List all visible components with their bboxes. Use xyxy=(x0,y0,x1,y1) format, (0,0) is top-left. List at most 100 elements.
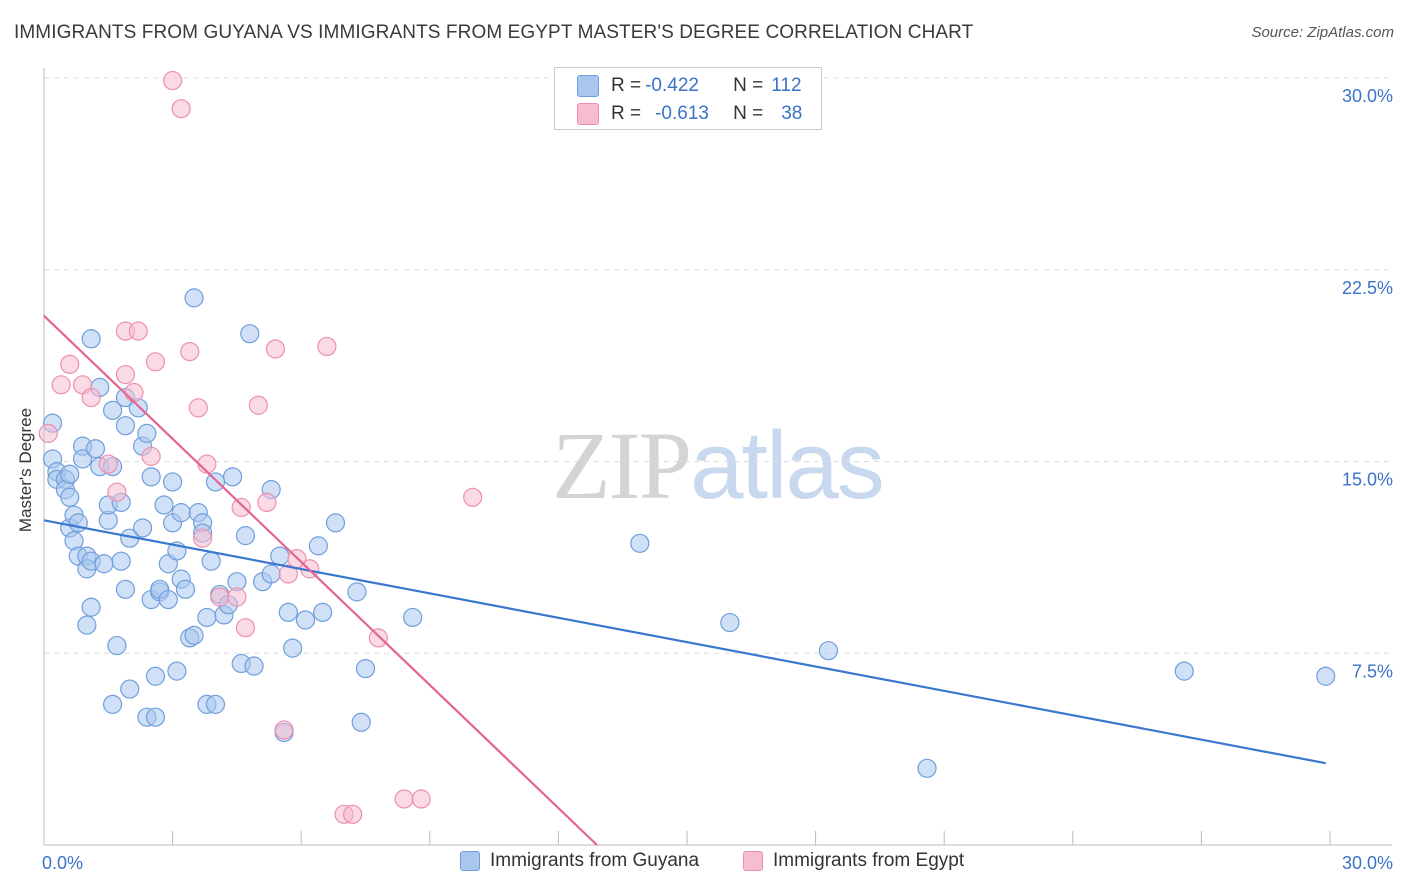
point-guyana xyxy=(60,464,80,484)
point-guyana xyxy=(102,694,123,714)
watermark-zip: ZIP xyxy=(552,412,692,519)
point-guyana xyxy=(145,707,166,727)
point-guyana xyxy=(630,533,650,553)
point-guyana xyxy=(154,495,174,515)
point-guyana xyxy=(94,554,114,574)
point-egypt xyxy=(128,321,148,341)
point-egypt xyxy=(274,720,294,740)
point-egypt xyxy=(394,789,414,809)
point-guyana xyxy=(1316,666,1336,686)
guyana-n-value: 112 xyxy=(771,75,802,96)
point-egypt xyxy=(171,99,191,119)
point-guyana xyxy=(240,324,260,344)
point-egypt xyxy=(115,364,136,385)
point-guyana xyxy=(283,638,303,658)
point-guyana xyxy=(197,607,217,628)
point-guyana xyxy=(325,513,346,533)
point-guyana xyxy=(163,472,183,492)
point-guyana xyxy=(171,503,191,523)
point-guyana xyxy=(184,288,204,308)
watermark-atlas: atlas xyxy=(690,412,885,519)
guyana-r-label: R = xyxy=(611,75,642,96)
point-guyana xyxy=(145,666,166,686)
point-guyana xyxy=(158,589,178,610)
point-guyana xyxy=(68,513,88,533)
egypt-r-label: R = xyxy=(611,103,642,124)
point-guyana xyxy=(205,694,226,714)
legend-item-guyana[interactable]: Immigrants from Guyana xyxy=(460,850,699,872)
point-egypt xyxy=(411,789,431,809)
egypt-n-label: N = xyxy=(733,103,764,124)
point-egypt xyxy=(51,375,71,395)
guyana-swatch xyxy=(577,75,599,97)
point-guyana xyxy=(60,487,80,507)
point-guyana xyxy=(107,635,127,656)
point-guyana xyxy=(278,602,298,622)
point-egypt xyxy=(368,628,388,648)
point-guyana xyxy=(111,551,131,571)
point-guyana xyxy=(115,579,136,599)
point-egypt xyxy=(317,336,337,357)
trendline-guyana xyxy=(43,519,1326,765)
point-guyana xyxy=(205,472,226,492)
point-guyana xyxy=(235,526,256,546)
point-guyana xyxy=(201,551,221,571)
legend-item-egypt[interactable]: Immigrants from Egypt xyxy=(743,850,964,872)
point-guyana xyxy=(175,579,196,599)
legend-swatch-egypt xyxy=(743,851,763,871)
point-egypt xyxy=(124,382,144,403)
point-guyana xyxy=(917,758,937,778)
egypt-r-value: -0.613 xyxy=(655,103,709,124)
point-egypt xyxy=(463,487,483,507)
trendline-egypt xyxy=(43,314,598,846)
point-egypt xyxy=(231,497,251,518)
point-egypt xyxy=(141,446,161,466)
point-egypt xyxy=(98,454,118,474)
point-guyana xyxy=(308,536,328,556)
point-guyana xyxy=(261,564,281,584)
point-guyana xyxy=(403,607,423,628)
point-guyana xyxy=(167,661,187,681)
point-guyana xyxy=(720,612,740,633)
point-egypt xyxy=(210,587,230,607)
point-guyana xyxy=(132,518,153,538)
point-egypt xyxy=(145,352,166,372)
legend-swatch-guyana xyxy=(460,851,480,871)
point-guyana xyxy=(85,439,106,459)
point-guyana xyxy=(72,449,93,469)
point-guyana xyxy=(355,658,376,679)
point-guyana xyxy=(184,625,204,645)
point-guyana xyxy=(141,467,161,487)
point-guyana xyxy=(1174,661,1194,681)
point-guyana xyxy=(347,582,367,602)
stats-row-egypt: R = -0.613 N = 38 xyxy=(577,101,802,127)
point-egypt xyxy=(163,70,183,91)
point-guyana xyxy=(295,610,316,630)
point-guyana xyxy=(81,597,101,617)
y-tick-label: 22.5% xyxy=(1342,278,1393,298)
x-tick-label-min: 0.0% xyxy=(42,853,83,873)
egypt-swatch xyxy=(577,103,599,125)
point-guyana xyxy=(120,679,140,699)
stats-legend: R = -0.422 N = 112 R = -0.613 N = 38 xyxy=(554,67,822,130)
egypt-n-value: 38 xyxy=(781,103,803,124)
series-legend: Immigrants from Guyana Immigrants from E… xyxy=(0,850,1406,880)
y-tick-label: 15.0% xyxy=(1342,470,1393,490)
point-egypt xyxy=(107,482,127,502)
point-egypt xyxy=(343,804,363,824)
point-egypt xyxy=(193,528,213,548)
legend-label-egypt: Immigrants from Egypt xyxy=(773,850,965,871)
legend-label-guyana: Immigrants from Guyana xyxy=(490,850,700,871)
point-guyana xyxy=(270,546,290,566)
point-guyana xyxy=(244,656,264,676)
point-guyana xyxy=(102,400,123,420)
point-egypt xyxy=(257,492,277,513)
point-egypt xyxy=(235,618,256,638)
point-guyana xyxy=(313,602,333,622)
watermark: ZIPatlas xyxy=(552,410,885,521)
point-guyana xyxy=(81,329,101,349)
source-label: Source: ZipAtlas.com xyxy=(1251,24,1394,41)
point-egypt xyxy=(60,354,80,374)
point-egypt xyxy=(180,341,200,362)
